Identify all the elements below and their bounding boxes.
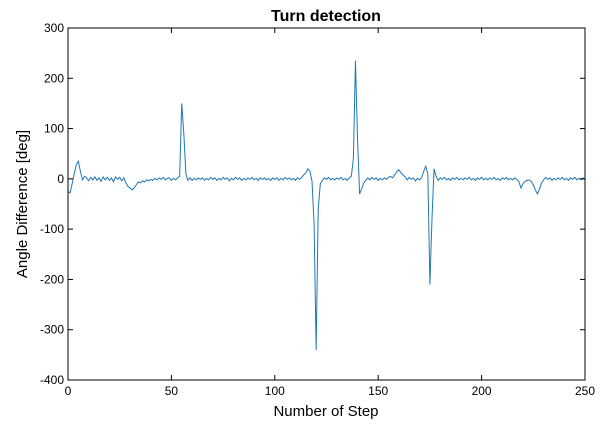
y-tick-label-0: 300 (44, 21, 64, 35)
x-tick-label-0: 0 (65, 384, 72, 398)
series-line-0 (67, 60, 586, 350)
y-tick-label-1: 200 (44, 71, 64, 85)
y-tick-label-7: -400 (40, 373, 64, 387)
series-layer (67, 60, 586, 350)
x-tick-label-1: 50 (165, 384, 179, 398)
y-tick-label-6: -300 (40, 323, 64, 337)
x-axis-label: Number of Step (273, 403, 378, 420)
x-ticks: 0 50 100 150 200 250 (65, 28, 595, 398)
y-ticks: 300 200 100 0 -100 -200 -300 -400 (40, 21, 585, 387)
plot-frame (67, 27, 586, 381)
y-tick-label-5: -200 (40, 272, 64, 286)
x-tick-label-5: 250 (575, 384, 595, 398)
plot-area (68, 28, 585, 380)
y-axis-label: Angle Difference [deg] (14, 130, 31, 278)
chart-title: Turn detection (271, 8, 381, 25)
x-tick-label-4: 200 (472, 384, 492, 398)
y-tick-label-2: 100 (44, 122, 64, 136)
y-tick-label-3: 0 (57, 172, 64, 186)
x-tick-label-2: 100 (265, 384, 285, 398)
y-tick-label-4: -100 (40, 222, 64, 236)
x-tick-label-3: 150 (368, 384, 388, 398)
